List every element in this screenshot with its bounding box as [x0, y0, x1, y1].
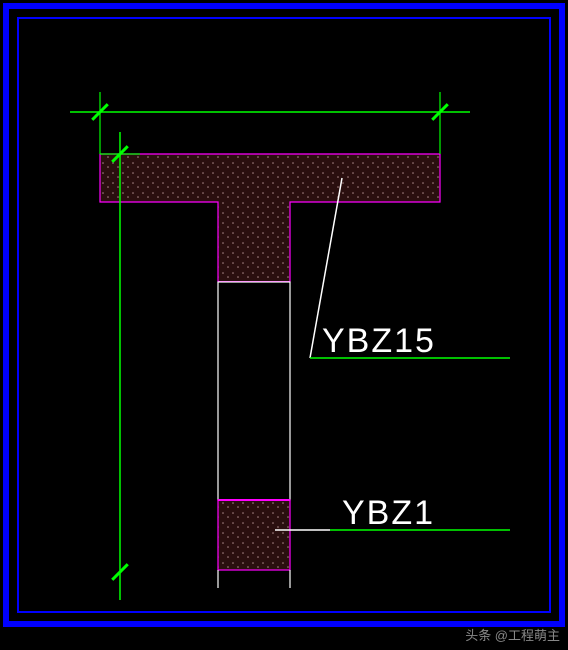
cad-drawing: YBZ15 YBZ1: [0, 0, 568, 650]
wall-segment: [218, 282, 290, 500]
ybz15-label: YBZ15: [322, 322, 436, 360]
ybz1-section: [218, 500, 290, 570]
ybz1-label: YBZ1: [342, 494, 435, 532]
